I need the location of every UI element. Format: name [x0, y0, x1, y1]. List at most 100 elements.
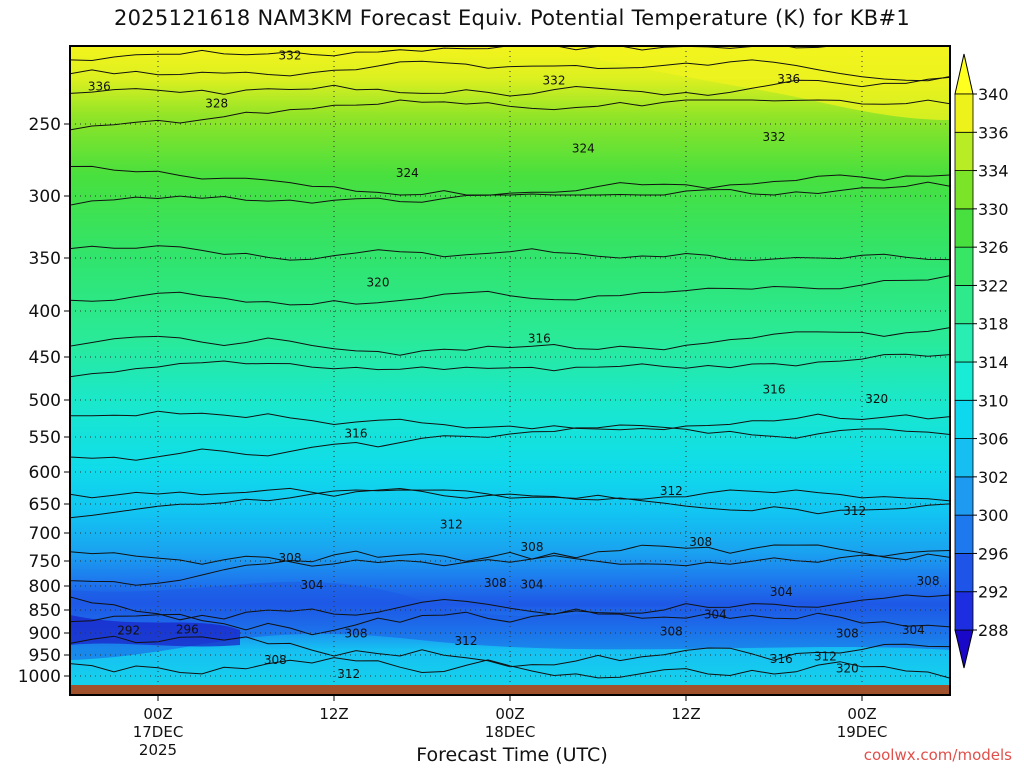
contour-label: 296	[176, 622, 199, 636]
contour-line	[70, 596, 950, 628]
colorbar-label: 306	[978, 430, 1009, 449]
x-tick-label: 12Z	[671, 705, 700, 723]
colorbar-label: 300	[978, 506, 1009, 525]
colorbar-swatch	[954, 93, 974, 133]
contour-line	[70, 174, 950, 206]
colorbar-label: 322	[978, 276, 1009, 295]
credit-text[interactable]: coolwx.com/models	[863, 746, 1012, 764]
contour-label: 304	[704, 608, 727, 622]
contour-line	[70, 487, 950, 515]
low-level-band	[70, 581, 950, 660]
contour-label: 308	[689, 535, 712, 549]
contour-line	[70, 489, 950, 520]
y-tick-label: 600	[29, 463, 61, 483]
y-tick-label: 850	[29, 601, 61, 621]
y-tick-label: 1000	[18, 667, 61, 687]
colorbar-swatch	[954, 246, 974, 286]
contour-line	[70, 657, 950, 679]
y-tick-label: 350	[29, 249, 61, 269]
contour-label: 292	[117, 624, 140, 638]
x-tick-date: 19DEC	[837, 723, 888, 741]
colorbar-swatch	[954, 438, 974, 478]
contour-label: 308	[345, 626, 368, 640]
contour-label: 304	[301, 578, 324, 592]
colorbar-label: 326	[978, 238, 1009, 257]
contour-label: 312	[455, 634, 478, 648]
contour-label: 332	[543, 73, 566, 87]
colorbar-label: 302	[978, 468, 1009, 487]
contour-line	[70, 353, 950, 380]
contour-label: 316	[770, 652, 793, 666]
y-tick-label: 300	[29, 187, 61, 207]
x-tick-year: 2025	[139, 741, 177, 759]
contour-label: 312	[660, 484, 683, 498]
x-axis-title: Forecast Time (UTC)	[416, 744, 608, 766]
contour-label: 336	[777, 72, 800, 86]
contour-line	[70, 76, 950, 97]
colorbar-label: 336	[978, 123, 1009, 142]
colorbar-swatch	[954, 591, 974, 631]
contour-line	[70, 59, 950, 82]
colorbar-label: 292	[978, 583, 1009, 602]
low-level-core	[70, 615, 240, 647]
contour-line	[70, 245, 950, 262]
x-tick-label: 00Z	[495, 705, 524, 723]
contour-label: 308	[660, 625, 683, 639]
chart-title: 2025121618 NAM3KM Forecast Equiv. Potent…	[113, 6, 911, 30]
contour-label: 308	[279, 551, 302, 565]
y-tick-label: 250	[29, 115, 61, 135]
contour-label: 312	[440, 517, 463, 531]
y-tick-label: 450	[29, 348, 61, 368]
y-tick-label: 800	[29, 577, 61, 597]
y-tick-label: 400	[29, 302, 61, 322]
ground-bar	[70, 685, 950, 695]
colorbar-swatch	[954, 170, 974, 210]
contour-label: 304	[770, 585, 793, 599]
colorbar-swatch	[954, 323, 974, 363]
colorbar-swatch	[954, 399, 974, 439]
colorbar-label: 288	[978, 621, 1009, 640]
contour-label: 308	[836, 626, 859, 640]
x-tick-date: 17DEC	[133, 723, 184, 741]
x-tick-date: 18DEC	[485, 723, 536, 741]
contour-line	[70, 327, 950, 356]
contour-line	[70, 594, 950, 636]
colorbar-swatch	[954, 514, 974, 554]
contour-line	[70, 635, 950, 668]
contour-label: 304	[902, 623, 925, 637]
contour-label: 324	[572, 141, 595, 155]
contour-label: 316	[345, 426, 368, 440]
y-tick-label: 700	[29, 524, 61, 544]
contour-label: 308	[521, 540, 544, 554]
colorbar-label: 334	[978, 162, 1009, 181]
colorbar-label: 318	[978, 315, 1009, 334]
y-tick-label: 650	[29, 495, 61, 515]
y-tick-label: 500	[29, 391, 61, 411]
contour-label: 316	[763, 383, 786, 397]
contour-label: 328	[205, 97, 228, 111]
contour-line	[70, 165, 950, 196]
contour-line	[70, 99, 950, 131]
contour-label: 312	[814, 649, 837, 663]
contour-line	[70, 46, 836, 62]
colorbar-swatch	[954, 131, 974, 171]
contour-label: 332	[279, 48, 302, 62]
y-tick-label: 750	[29, 552, 61, 572]
contour-label: 324	[396, 166, 419, 180]
contour-label: 336	[88, 80, 111, 94]
x-tick-label: 00Z	[847, 705, 876, 723]
colorbar-swatch	[954, 208, 974, 248]
colorbar-label: 296	[978, 544, 1009, 563]
contour-label: 316	[528, 332, 551, 346]
contour-label: 312	[843, 504, 866, 518]
y-tick-label: 550	[29, 428, 61, 448]
colorbar-label: 340	[978, 85, 1009, 104]
colorbar-max-arrow	[954, 53, 974, 95]
colorbar-label: 310	[978, 391, 1009, 410]
contour-line	[70, 424, 950, 461]
y-tick-label: 950	[29, 646, 61, 666]
contour-label: 312	[337, 667, 360, 681]
colorbar-label: 314	[978, 353, 1009, 372]
contour-label: 320	[367, 275, 390, 289]
